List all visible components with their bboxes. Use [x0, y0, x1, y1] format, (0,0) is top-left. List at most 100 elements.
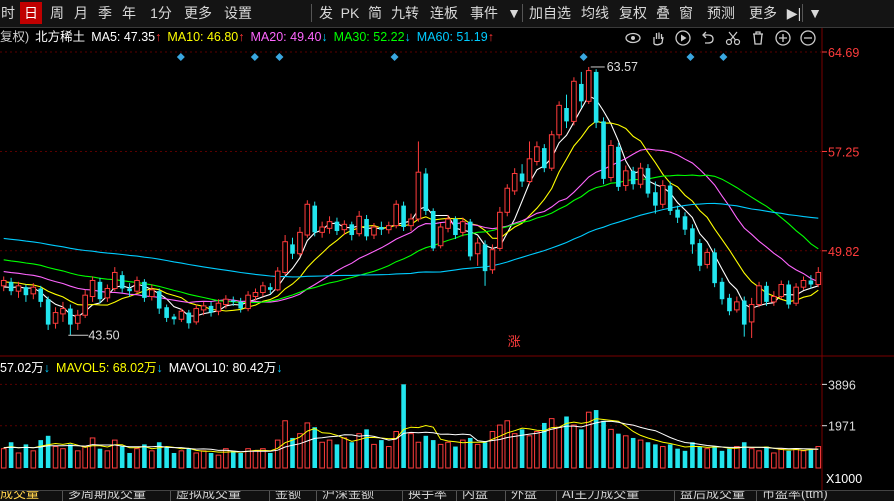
period-button-3[interactable]: 月 [74, 5, 88, 21]
candle-body [741, 300, 747, 325]
volume-bar [423, 435, 429, 468]
candle-body [808, 280, 814, 285]
volume-bar [312, 427, 318, 468]
toolbar-button-1[interactable]: PK [340, 5, 360, 21]
volume-bar [8, 442, 14, 468]
candle-body [497, 211, 503, 249]
candle-body [60, 308, 66, 315]
toolbar-separator [802, 4, 803, 22]
undo-icon[interactable] [699, 29, 717, 47]
play-icon[interactable] [674, 29, 692, 47]
indicator-tab-0[interactable]: 成交量 [0, 490, 40, 501]
volume-bar [815, 446, 822, 469]
indicator-tab-6[interactable]: 内盘 [462, 490, 489, 501]
candle-body [393, 203, 399, 227]
toolbar-button-15[interactable]: ▼ [808, 5, 822, 21]
candle-body [423, 173, 429, 211]
zoom-in-icon[interactable] [774, 29, 792, 47]
period-button-2[interactable]: 周 [50, 5, 64, 21]
candle-body [8, 281, 14, 292]
volume-bar [356, 433, 362, 469]
volume-bar [437, 443, 444, 469]
candle-body [542, 148, 547, 169]
candle-body [778, 283, 785, 298]
toolbar-button-13[interactable]: 更多 [749, 5, 777, 21]
period-button-0[interactable]: 时 [1, 5, 15, 21]
toolbar-button-9[interactable]: 复权 [619, 5, 647, 21]
toolbar-button-0[interactable]: 发 [319, 5, 333, 21]
hand-icon[interactable] [649, 29, 667, 47]
event-marker [250, 53, 259, 61]
toolbar-button-2[interactable]: 简 [368, 5, 382, 21]
indicator-tab-5[interactable]: 换手率 [408, 490, 448, 501]
ma60-arrow: ↑ [487, 30, 494, 44]
volume-bar [60, 448, 66, 469]
stock-name[interactable]: 北方稀土 [35, 30, 86, 44]
tab-separator [402, 491, 403, 501]
period-button-7[interactable]: 更多 [184, 5, 212, 21]
volume-prefix-value: 57.02万 [0, 361, 44, 375]
volume-bar [526, 435, 533, 469]
low-label: 43.50 [88, 328, 119, 342]
kline-chart[interactable]: 64.69 57.25 49.82 3896 1971 X1000 63.57 43.50 涨 [0, 0, 894, 490]
indicator-tab-7[interactable]: 外盘 [511, 490, 538, 501]
candle-body [815, 271, 822, 285]
volume-bar [608, 428, 614, 469]
toolbar-button-3[interactable]: 九转 [391, 5, 419, 21]
period-button-8[interactable]: 设置 [224, 5, 252, 21]
toolbar-button-7[interactable]: 加自选 [529, 5, 571, 21]
ma20-label: MA20: 49.40↓ [251, 30, 328, 44]
volume-bar [630, 437, 636, 468]
candle-body [156, 291, 162, 309]
volume-bar [178, 450, 185, 469]
volume-bar [349, 442, 355, 468]
eye-icon[interactable] [624, 29, 642, 47]
indicator-tab-9[interactable]: 盘后成交量 [680, 490, 746, 501]
candle-body [208, 305, 214, 313]
volume-bar [341, 437, 348, 469]
period-button-4[interactable]: 季 [98, 5, 112, 21]
toolbar-button-5[interactable]: 事件 [470, 5, 498, 21]
volume-bar [756, 450, 762, 469]
volume-bar [215, 454, 222, 469]
candle-body [637, 167, 644, 185]
volume-bar [89, 437, 96, 469]
indicator-tab-4[interactable]: 沪深金额 [322, 490, 375, 501]
toolbar-button-4[interactable]: 连板 [430, 5, 458, 21]
ma10-label: MA10: 46.80↑ [167, 30, 244, 44]
candle-body [793, 286, 799, 304]
volume-bar [208, 452, 214, 468]
period-button-1[interactable]: 日 [20, 2, 42, 24]
volume-bar [556, 426, 562, 469]
volume-bar [364, 429, 369, 468]
indicator-tab-10[interactable]: 市盈率(ttm) [762, 490, 828, 501]
candle-body [349, 224, 355, 236]
indicator-tab-3[interactable]: 金额 [275, 490, 302, 501]
indicator-tab-2[interactable]: 虚拟成交量 [176, 490, 242, 501]
volume-bar [659, 446, 666, 469]
indicator-tab-8[interactable]: AI主力成交量 [562, 490, 640, 501]
candle-body [326, 221, 333, 229]
toolbar-button-12[interactable]: 预测 [707, 5, 735, 21]
price-tick-label: 49.82 [828, 245, 859, 259]
volume-bar [601, 420, 606, 468]
volume-bar [230, 450, 236, 468]
period-button-6[interactable]: 1分 [150, 5, 172, 21]
volume-prefix: 57.02万↓ [0, 361, 50, 375]
toolbar-button-8[interactable]: 均线 [581, 5, 609, 21]
trash-icon[interactable] [749, 29, 767, 47]
scissors-icon[interactable] [724, 29, 742, 47]
volume-bar [548, 418, 555, 469]
zoom-out-icon[interactable] [799, 29, 817, 47]
volume-legend: 57.02万↓ MAVOL5: 68.02万↓ MAVOL10: 80.42万↓ [0, 359, 289, 377]
period-button-5[interactable]: 年 [122, 5, 136, 21]
toolbar-button-11[interactable]: 窗 [679, 5, 693, 21]
toolbar-button-6[interactable]: ▼ [507, 5, 521, 21]
toolbar-button-10[interactable]: 叠 [656, 5, 670, 21]
candle-body [511, 173, 518, 192]
volume-bar [719, 450, 725, 468]
candle-body [712, 252, 717, 284]
event-marker [579, 53, 588, 61]
toolbar-button-14[interactable]: ▶| [786, 5, 802, 21]
indicator-tab-1[interactable]: 多周期成交量 [68, 490, 147, 501]
